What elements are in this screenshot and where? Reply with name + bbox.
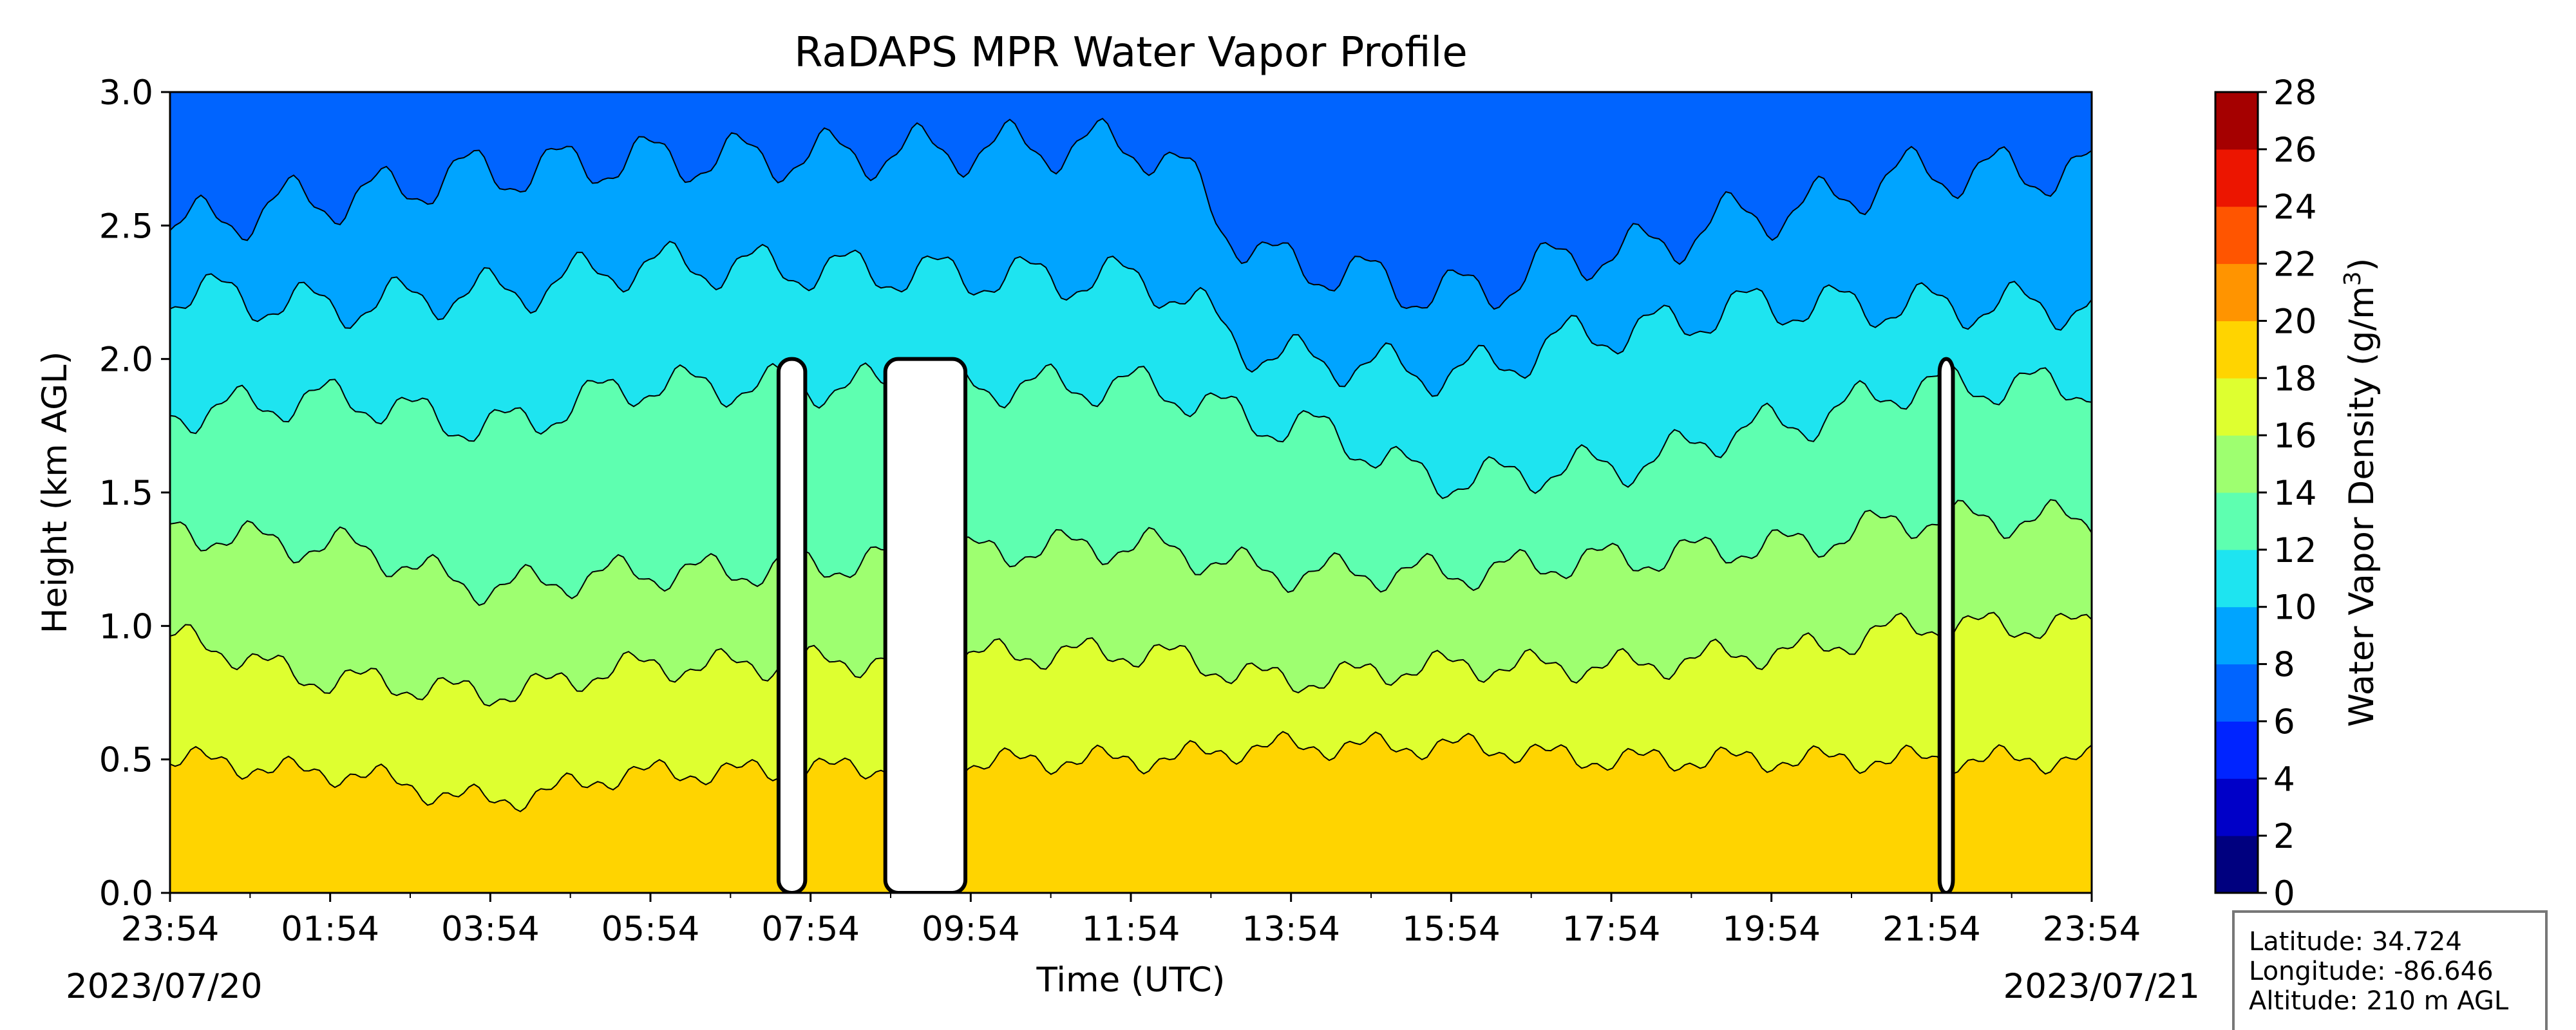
x-tick-label: 09:54	[922, 910, 1020, 949]
x-tick-label: 19:54	[1722, 910, 1821, 949]
colorbar-tick-label: 20	[2273, 302, 2316, 341]
colorbar-tick-label: 2	[2273, 817, 2295, 856]
x-tick-label: 23:54	[121, 910, 220, 949]
colorbar-tick-label: 22	[2273, 245, 2316, 285]
colorbar-tick-label: 8	[2273, 646, 2295, 685]
colorbar-swatch	[2215, 836, 2258, 894]
contour-band	[170, 118, 2092, 397]
clear-sky-gap	[883, 357, 968, 893]
end-date-label: 2023/07/21	[2003, 967, 2200, 1006]
colorbar-tick-label: 10	[2273, 588, 2316, 628]
info-longitude: Longitude: -86.646	[2249, 957, 2494, 986]
contour-band	[170, 241, 2092, 499]
x-axis: 23:54 01:54 03:54 05:54 07:54 09:54 11:54 13:54…	[121, 893, 2141, 949]
x-tick-label: 11:54	[1082, 910, 1180, 949]
colorbar-label-main: Water Vapor Density (g/m	[2342, 286, 2382, 727]
y-tick-label: 0.5	[99, 741, 153, 780]
plot-area	[170, 92, 2092, 893]
chart-title: RaDAPS MPR Water Vapor Profile	[794, 29, 1467, 77]
x-tick-label: 03:54	[441, 910, 540, 949]
colorbar-swatch	[2215, 549, 2258, 608]
y-tick-label: 1.5	[99, 474, 153, 513]
colorbar-swatch	[2215, 206, 2258, 265]
colorbar-swatch	[2215, 92, 2258, 150]
y-tick-label: 3.0	[99, 73, 153, 113]
colorbar-label-close: )	[2342, 258, 2382, 272]
x-tick-label: 07:54	[761, 910, 860, 949]
clear-sky-gaps	[776, 357, 1955, 893]
colorbar-swatch	[2215, 664, 2258, 722]
colorbar-label-sup: 3	[2340, 271, 2366, 286]
colorbar-tick-label: 18	[2273, 359, 2316, 398]
info-latitude: Latitude: 34.724	[2249, 927, 2462, 957]
colorbar-swatch	[2215, 492, 2258, 550]
info-box-frame	[2232, 910, 2548, 1030]
info-box: Latitude: 34.724 Longitude: -86.646 Alti…	[2232, 910, 2548, 1030]
colorbar-tick-label: 16	[2273, 417, 2316, 456]
contour-band	[170, 92, 2092, 310]
contour-line	[170, 362, 2092, 500]
x-tick-label: 23:54	[2043, 910, 2141, 949]
contour-line	[170, 499, 2092, 606]
colorbar-tick-label: 28	[2273, 73, 2316, 113]
colorbar-swatch	[2215, 321, 2258, 379]
colorbar-tick-label: 6	[2273, 702, 2295, 742]
colorbar-tick-label: 24	[2273, 188, 2316, 227]
start-date-label: 2023/07/20	[66, 967, 262, 1006]
colorbar-swatch	[2215, 263, 2258, 321]
x-tick-label: 13:54	[1242, 910, 1340, 949]
x-tick-label: 17:54	[1562, 910, 1661, 949]
contour-bands	[170, 92, 2092, 893]
contour-lines	[170, 117, 2092, 812]
colorbar-tick-label: 0	[2273, 874, 2295, 913]
contour-band	[170, 731, 2092, 893]
y-tick-label: 0.0	[99, 874, 153, 913]
colorbar-swatch	[2215, 606, 2258, 665]
contour-band	[170, 500, 2092, 706]
colorbar-swatch	[2215, 435, 2258, 493]
colorbar-swatch	[2215, 149, 2258, 207]
clear-sky-gap	[776, 357, 808, 893]
y-tick-label: 1.0	[99, 607, 153, 646]
info-altitude: Altitude: 210 m AGL	[2249, 986, 2509, 1016]
x-tick-label: 01:54	[281, 910, 379, 949]
colorbar-tick-label: 14	[2273, 474, 2316, 513]
colorbar-swatch	[2215, 778, 2258, 836]
contour-line	[170, 731, 2092, 812]
y-tick-label: 2.5	[99, 207, 153, 246]
contour-band	[170, 363, 2092, 606]
colorbar-swatch	[2215, 721, 2258, 779]
y-tick-label: 2.0	[99, 341, 153, 380]
colorbar-tick-label: 26	[2273, 131, 2316, 170]
colorbar-swatch	[2215, 378, 2258, 436]
x-axis-label: Time (UTC)	[1036, 960, 1226, 1000]
y-axis: 0.0 0.5 1.0 1.5 2.0 2.5 3.0	[99, 73, 170, 913]
x-tick-label: 21:54	[1882, 910, 1981, 949]
x-tick-label: 05:54	[601, 910, 700, 949]
y-axis-label: Height (km AGL)	[35, 351, 75, 634]
x-tick-label: 15:54	[1402, 910, 1501, 949]
clear-sky-gap	[1937, 357, 1955, 893]
contour-band	[170, 612, 2092, 812]
colorbar-label: Water Vapor Density (g/m3)	[2340, 258, 2382, 727]
colorbar-tick-label: 4	[2273, 760, 2295, 799]
colorbar-tick-label: 12	[2273, 531, 2316, 570]
contour-line	[170, 612, 2092, 707]
contour-line	[170, 240, 2092, 397]
contour-line	[170, 117, 2092, 310]
